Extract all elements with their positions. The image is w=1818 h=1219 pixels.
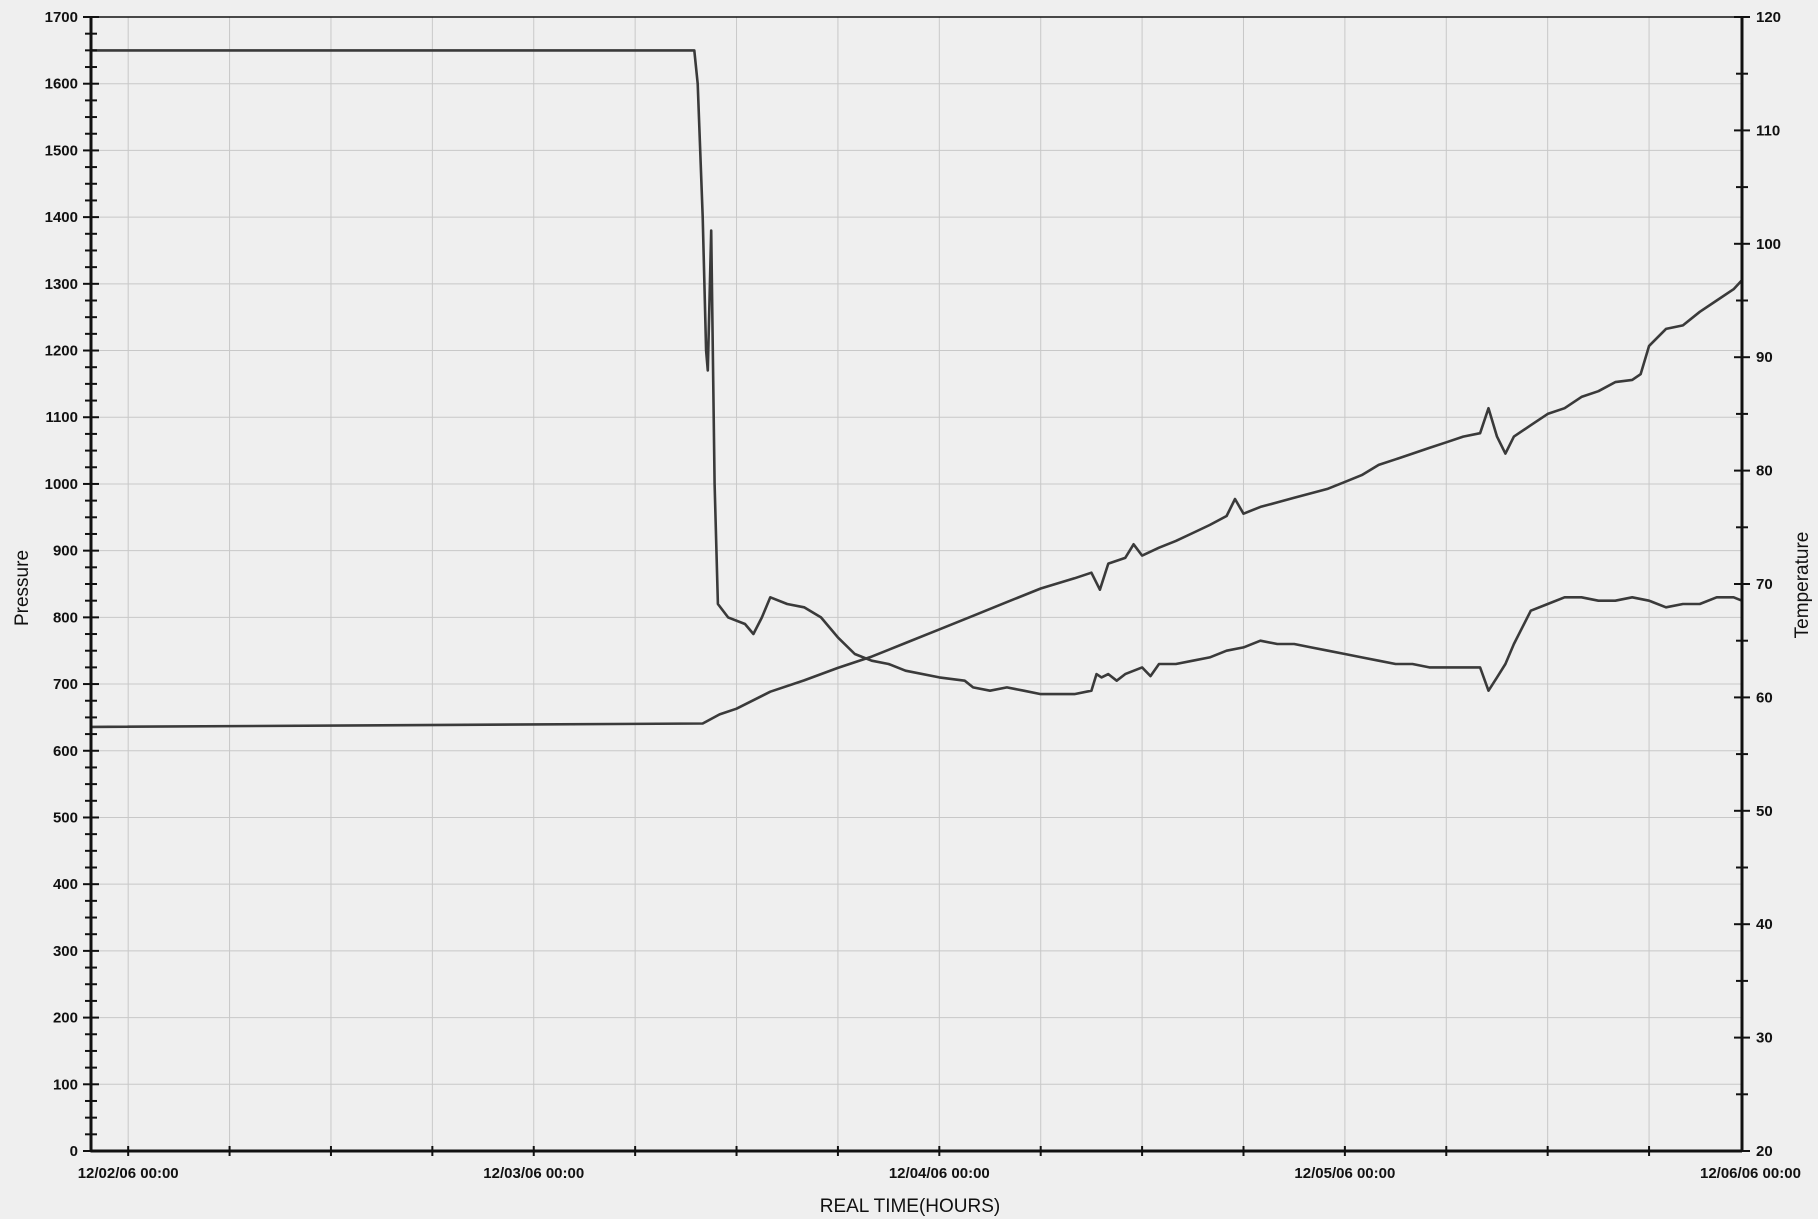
y2-tick-label: 110 xyxy=(1756,122,1780,139)
x-tick-label: 12/02/06 00:00 xyxy=(78,1165,179,1182)
y-tick-label: 1300 xyxy=(45,276,78,293)
y-tick-label: 1100 xyxy=(45,409,78,426)
y2-axis-title: Temperature xyxy=(1792,532,1813,639)
y2-tick-label: 80 xyxy=(1756,463,1773,480)
y2-tick-label: 60 xyxy=(1756,689,1773,706)
y-tick-label: 900 xyxy=(53,543,78,560)
y-tick-label: 1500 xyxy=(45,142,78,159)
y2-tick-label: 30 xyxy=(1756,1030,1773,1047)
x-axis-title: REAL TIME(HOURS) xyxy=(820,1196,1001,1217)
y-tick-label: 0 xyxy=(70,1143,78,1160)
y2-tick-label: 50 xyxy=(1756,803,1773,820)
x-tick-label: 12/04/06 00:00 xyxy=(889,1165,990,1182)
axes xyxy=(83,16,1750,1156)
y2-tick-label: 20 xyxy=(1756,1143,1773,1160)
y2-tick-label: 90 xyxy=(1756,349,1773,366)
tick-labels: 0 100 200 300 400 500 600 700 800 900 1000 1100 1200… xyxy=(45,9,1801,1182)
y-tick-label: 500 xyxy=(53,809,78,826)
x-tick-label: 12/03/06 00:00 xyxy=(483,1165,584,1182)
y-tick-label: 1700 xyxy=(45,9,78,26)
y2-tick-label: 40 xyxy=(1756,916,1773,933)
y-tick-label: 1400 xyxy=(45,209,78,226)
y-tick-label: 800 xyxy=(53,609,78,626)
y-tick-label: 100 xyxy=(53,1076,78,1093)
y2-tick-label: 70 xyxy=(1756,576,1773,593)
y2-tick-label: 120 xyxy=(1756,9,1781,26)
y-tick-label: 400 xyxy=(53,876,78,893)
y2-tick-label: 100 xyxy=(1756,236,1781,253)
y-tick-label: 600 xyxy=(53,743,78,760)
y-tick-label: 1600 xyxy=(45,76,78,93)
y-tick-label: 300 xyxy=(53,943,78,960)
y-tick-label: 200 xyxy=(53,1010,78,1027)
y-tick-label: 700 xyxy=(53,676,78,693)
x-tick-label: 12/06/06 00:00 xyxy=(1700,1165,1801,1182)
y-axis-title: Pressure xyxy=(12,550,33,626)
y-tick-label: 1200 xyxy=(45,343,78,360)
x-tick-label: 12/05/06 00:00 xyxy=(1294,1165,1395,1182)
y-tick-label: 1000 xyxy=(45,476,78,493)
